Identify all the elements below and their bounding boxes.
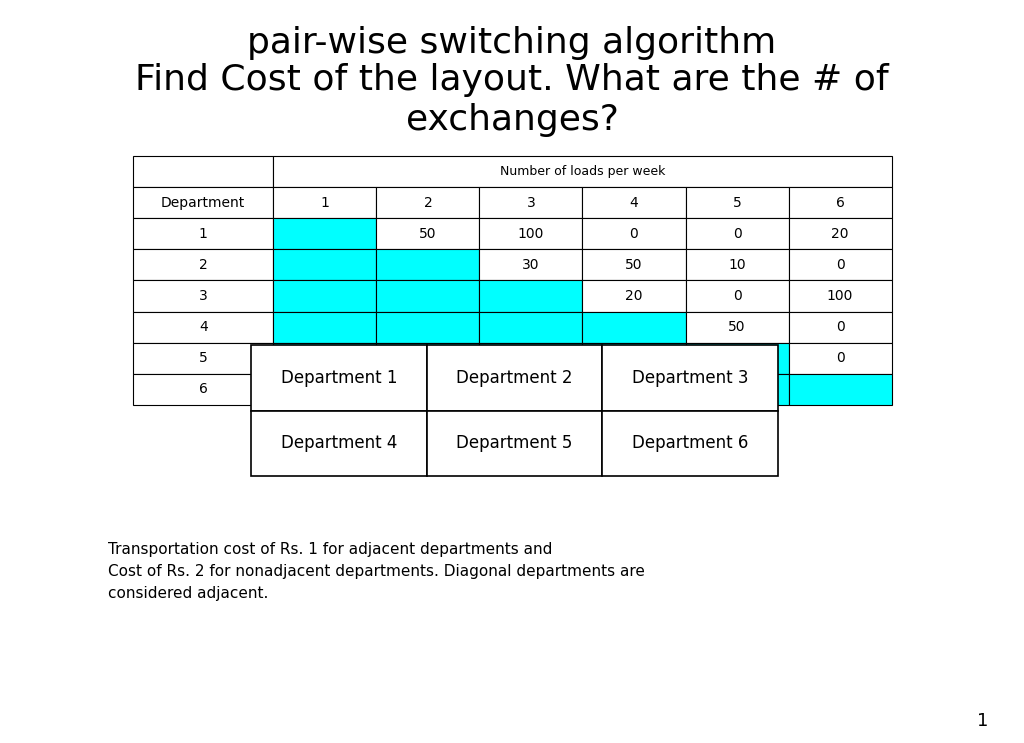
Text: 50: 50: [419, 227, 436, 241]
Text: 0: 0: [836, 320, 845, 334]
Bar: [602, 345, 778, 410]
Text: 5: 5: [733, 195, 741, 210]
Text: Department 2: Department 2: [457, 369, 572, 387]
Text: 6: 6: [199, 383, 208, 396]
Bar: [479, 311, 583, 343]
Text: Department 5: Department 5: [457, 434, 572, 452]
Bar: [427, 345, 602, 410]
Bar: [583, 311, 685, 343]
Bar: [133, 156, 273, 187]
Text: 6: 6: [836, 195, 845, 210]
Text: 4: 4: [199, 320, 208, 334]
Bar: [377, 187, 479, 218]
Text: Department 6: Department 6: [632, 434, 749, 452]
Bar: [133, 250, 273, 280]
Bar: [273, 250, 377, 280]
Text: 1: 1: [199, 227, 208, 241]
Bar: [583, 187, 685, 218]
Bar: [273, 311, 377, 343]
Text: pair-wise switching algorithm: pair-wise switching algorithm: [248, 26, 776, 60]
Bar: [133, 187, 273, 218]
Bar: [133, 280, 273, 311]
Bar: [583, 374, 685, 405]
Bar: [583, 343, 685, 374]
Text: 2: 2: [199, 258, 208, 272]
Bar: [788, 187, 892, 218]
Bar: [685, 218, 788, 250]
Bar: [251, 410, 427, 476]
Bar: [788, 280, 892, 311]
Bar: [479, 187, 583, 218]
Bar: [685, 187, 788, 218]
Text: Department 3: Department 3: [632, 369, 749, 387]
Bar: [685, 343, 788, 374]
Bar: [602, 410, 778, 476]
Bar: [685, 374, 788, 405]
Text: 3: 3: [199, 289, 208, 303]
Text: 4: 4: [630, 195, 638, 210]
Text: 100: 100: [518, 227, 544, 241]
Text: 0: 0: [733, 289, 741, 303]
Bar: [583, 218, 685, 250]
Text: Number of loads per week: Number of loads per week: [500, 165, 666, 178]
Bar: [479, 250, 583, 280]
Text: 1: 1: [321, 195, 330, 210]
Text: 100: 100: [827, 289, 853, 303]
Text: 3: 3: [526, 195, 536, 210]
Text: 0: 0: [733, 227, 741, 241]
Bar: [273, 187, 377, 218]
Bar: [133, 343, 273, 374]
Bar: [273, 280, 377, 311]
Text: Find Cost of the layout. What are the # of: Find Cost of the layout. What are the # …: [135, 63, 889, 97]
Bar: [427, 410, 602, 476]
Bar: [583, 250, 685, 280]
Bar: [479, 218, 583, 250]
Text: Department 4: Department 4: [281, 434, 397, 452]
Text: Department: Department: [161, 195, 246, 210]
Text: 0: 0: [836, 258, 845, 272]
Bar: [788, 374, 892, 405]
Bar: [583, 280, 685, 311]
Bar: [377, 250, 479, 280]
Bar: [377, 218, 479, 250]
Bar: [251, 345, 427, 410]
Bar: [273, 374, 377, 405]
Bar: [133, 311, 273, 343]
Text: 10: 10: [728, 258, 745, 272]
Bar: [377, 374, 479, 405]
Bar: [133, 218, 273, 250]
Text: 2: 2: [424, 195, 432, 210]
Text: Department 1: Department 1: [281, 369, 397, 387]
Bar: [479, 374, 583, 405]
Bar: [377, 343, 479, 374]
Bar: [479, 343, 583, 374]
Bar: [377, 311, 479, 343]
Bar: [788, 218, 892, 250]
Bar: [788, 311, 892, 343]
Text: 5: 5: [199, 351, 208, 366]
Bar: [273, 343, 377, 374]
Text: exchanges?: exchanges?: [406, 103, 618, 137]
Bar: [685, 280, 788, 311]
Bar: [685, 250, 788, 280]
Bar: [788, 250, 892, 280]
Text: 20: 20: [626, 289, 643, 303]
Bar: [133, 374, 273, 405]
Text: 50: 50: [626, 258, 643, 272]
Text: 30: 30: [522, 258, 540, 272]
Text: 0: 0: [836, 351, 845, 366]
Text: 20: 20: [831, 227, 849, 241]
Bar: [685, 311, 788, 343]
Text: 1: 1: [977, 712, 988, 730]
Text: Transportation cost of Rs. 1 for adjacent departments and
Cost of Rs. 2 for nona: Transportation cost of Rs. 1 for adjacen…: [108, 542, 644, 600]
Bar: [273, 218, 377, 250]
Text: 0: 0: [630, 227, 638, 241]
Bar: [479, 280, 583, 311]
Bar: [788, 343, 892, 374]
Bar: [377, 280, 479, 311]
Bar: [273, 156, 892, 187]
Text: 50: 50: [728, 320, 745, 334]
